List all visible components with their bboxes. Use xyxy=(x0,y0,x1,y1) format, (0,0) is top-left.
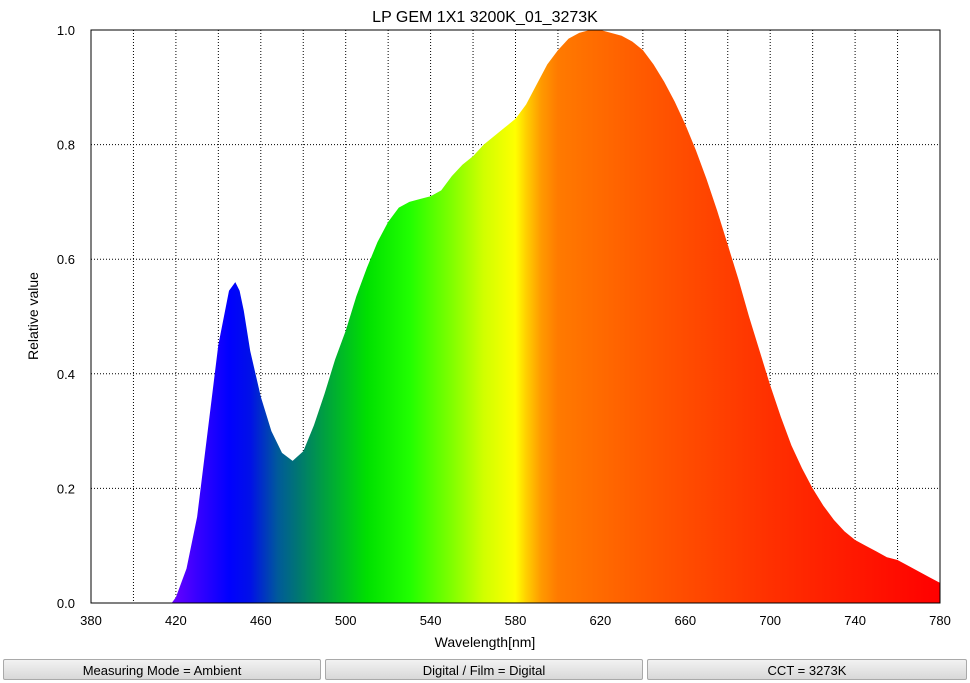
digital-film-status: Digital / Film = Digital xyxy=(325,659,643,680)
y-tick-label: 0.4 xyxy=(57,367,75,382)
y-axis-label: Relative value xyxy=(25,272,41,360)
x-tick-label: 500 xyxy=(335,613,357,628)
y-tick-label: 0.8 xyxy=(57,138,75,153)
status-bar: Measuring Mode = Ambient Digital / Film … xyxy=(0,658,970,683)
x-tick-label: 620 xyxy=(590,613,612,628)
x-tick-label: 660 xyxy=(674,613,696,628)
x-axis-label: Wavelength[nm] xyxy=(435,634,536,650)
spectrum-chart: 380 420 460 500 540 580 620 660 700 740 780 0.0 0.2… xyxy=(25,9,951,650)
chart-title: LP GEM 1X1 3200K_01_3273K xyxy=(372,9,598,26)
x-tick-label: 740 xyxy=(844,613,866,628)
x-tick-label: 580 xyxy=(505,613,527,628)
x-ticks: 380 420 460 500 540 580 620 660 700 740 780 xyxy=(80,613,951,628)
x-tick-label: 780 xyxy=(929,613,951,628)
x-tick-label: 460 xyxy=(250,613,272,628)
x-tick-label: 540 xyxy=(420,613,442,628)
x-tick-label: 420 xyxy=(165,613,187,628)
spectrum-area xyxy=(171,30,940,603)
x-tick-label: 700 xyxy=(759,613,781,628)
cct-status: CCT = 3273K xyxy=(647,659,967,680)
y-tick-label: 0.2 xyxy=(57,481,75,496)
y-tick-label: 1.0 xyxy=(57,23,75,38)
measuring-mode-status: Measuring Mode = Ambient xyxy=(3,659,321,680)
plot-frame xyxy=(90,29,941,604)
x-tick-label: 380 xyxy=(80,613,102,628)
y-tick-label: 0.0 xyxy=(57,596,75,611)
y-tick-label: 0.6 xyxy=(57,252,75,267)
y-ticks: 0.0 0.2 0.4 0.6 0.8 1.0 xyxy=(57,23,75,611)
